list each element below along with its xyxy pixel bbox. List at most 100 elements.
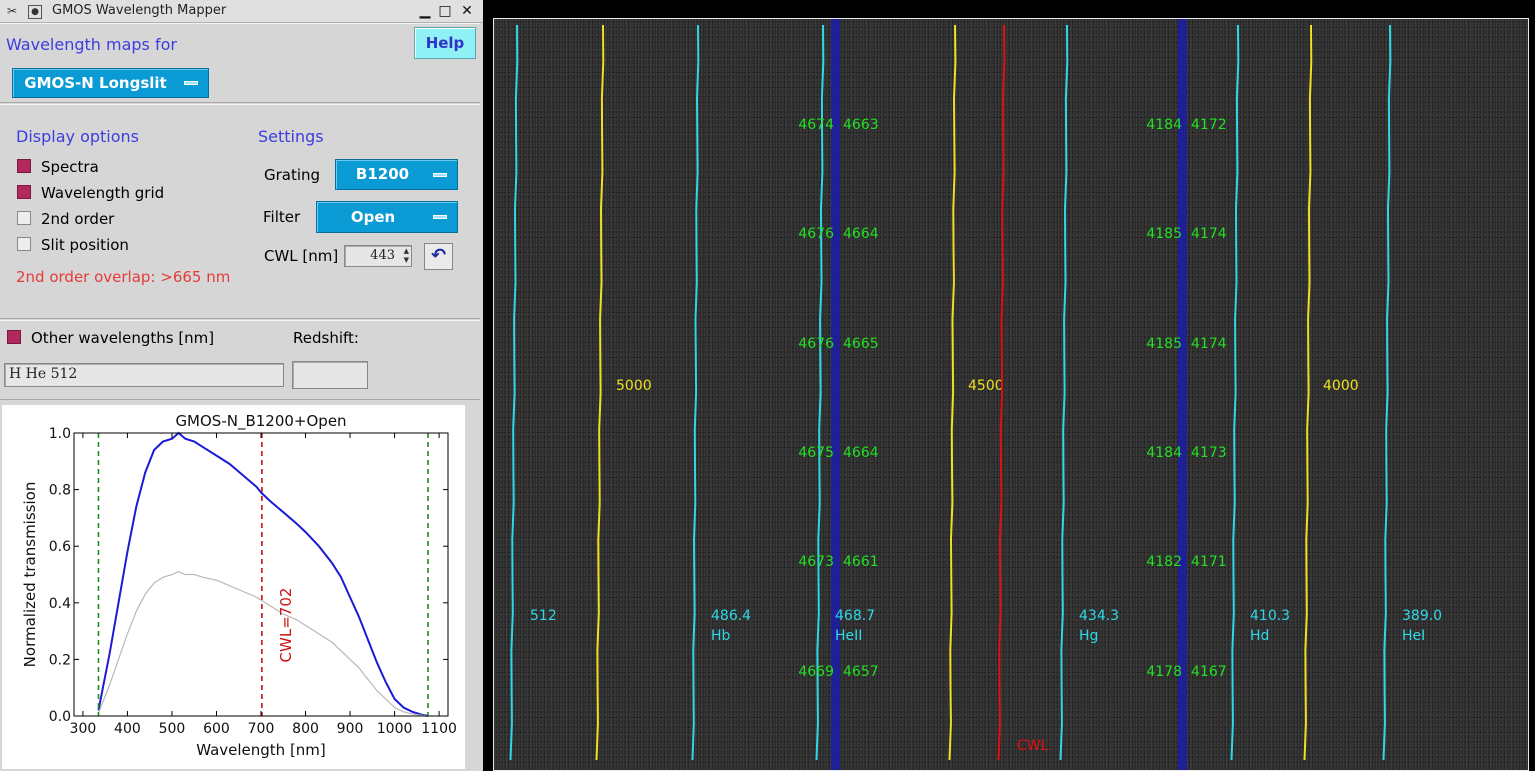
- chart-title: GMOS-N_B1200+Open: [175, 412, 346, 431]
- x-tick-label: 500: [159, 721, 186, 737]
- cwl-spinbox[interactable]: 443 ▲ ▼: [344, 245, 412, 267]
- line-name-label-4: HeII: [835, 628, 862, 644]
- wavelength-line-6: [997, 24, 1006, 761]
- line-name-label-3: Hb: [711, 628, 731, 644]
- grating-dropdown[interactable]: B1200: [335, 159, 458, 190]
- gap-label-chip23-right: 4173: [1191, 445, 1227, 461]
- y-tick-label: 0.2: [49, 652, 71, 668]
- minimize-icon[interactable]: ▁: [419, 3, 431, 19]
- redshift-input[interactable]: [292, 361, 368, 389]
- gap-label-chip23-left: 4184: [1146, 445, 1182, 461]
- mode-dropdown[interactable]: GMOS-N Longslit: [12, 68, 209, 98]
- app-icon[interactable]: ✂: [6, 4, 18, 18]
- settings-heading: Settings: [258, 127, 324, 146]
- options-section: Display options Spectra Wavelength grid …: [0, 104, 480, 319]
- slit-position-checkbox[interactable]: [17, 237, 31, 251]
- gap-label-chip12-left: 4676: [798, 226, 834, 242]
- wavelength-label-1: 512: [530, 608, 557, 624]
- y-tick-label: 0.0: [49, 709, 71, 725]
- spectra-label: Spectra: [41, 158, 99, 176]
- spectra-checkbox[interactable]: [17, 159, 31, 173]
- help-button[interactable]: Help: [414, 27, 476, 59]
- grating-value: B1200: [355, 165, 410, 183]
- maps-label: Wavelength maps for: [6, 35, 177, 54]
- y-tick-label: 0.8: [49, 483, 71, 499]
- wavelength-line-3: [691, 24, 700, 761]
- gap-label-chip23-right: 4174: [1191, 226, 1227, 242]
- x-axis-label: Wavelength [nm]: [196, 741, 326, 759]
- x-tick-label: 900: [337, 721, 364, 737]
- close-icon[interactable]: ✕: [461, 3, 473, 19]
- mode-dropdown-value: GMOS-N Longslit: [24, 74, 167, 92]
- x-tick-label: 700: [248, 721, 275, 737]
- display-options-heading: Display options: [16, 127, 139, 146]
- gap-label-chip23-left: 4185: [1146, 336, 1182, 352]
- overlap-warning: 2nd order overlap: >665 nm: [16, 268, 231, 286]
- filter-label: Filter: [263, 208, 301, 226]
- wavelength-label-6: CWL: [1017, 738, 1049, 754]
- dropdown-indicator-icon: [433, 172, 447, 177]
- transmission-chart: CWL=702 300 400 500 600 700 800 900 1000 1100 0.0 0…: [2, 405, 465, 769]
- wavelength-line-4: [815, 24, 825, 761]
- x-tick-label: 1000: [377, 721, 413, 737]
- gap-label-chip23-left: 4185: [1146, 226, 1182, 242]
- detector-gap-1: [831, 19, 840, 770]
- gap-label-chip12-right: 4664: [843, 445, 879, 461]
- gap-label-chip23-right: 4174: [1191, 336, 1227, 352]
- x-tick-label: 600: [203, 721, 230, 737]
- wavelength-grid-label: Wavelength grid: [41, 184, 165, 202]
- transmission-plot-panel: CWL=702 300 400 500 600 700 800 900 1000 1100 0.0 0…: [0, 402, 480, 771]
- filter-value: Open: [350, 208, 396, 226]
- title-bar: ✂ ● GMOS Wavelength Mapper ▁ □ ✕: [0, 0, 483, 23]
- wavelength-line-5: [948, 24, 957, 761]
- gap-label-chip23-left: 4178: [1146, 664, 1182, 680]
- y-tick-label: 0.4: [49, 596, 71, 612]
- gap-label-chip23-left: 4184: [1146, 117, 1182, 133]
- gap-label-chip12-right: 4657: [843, 664, 879, 680]
- gap-label-chip23-right: 4172: [1191, 117, 1227, 133]
- wavelength-label-4: 468.7: [835, 608, 875, 624]
- reset-cwl-button[interactable]: ↶: [424, 243, 453, 270]
- dropdown-indicator-icon: [433, 215, 447, 219]
- slit-position-label: Slit position: [41, 236, 129, 254]
- gap-label-chip12-left: 4676: [798, 336, 834, 352]
- gap-label-chip12-left: 4669: [798, 664, 834, 680]
- x-tick-label: 300: [70, 721, 97, 737]
- y-axis-label: Normalized transmission: [21, 482, 39, 668]
- wavelength-grid-checkbox[interactable]: [17, 185, 31, 199]
- x-tick-label: 1100: [421, 721, 457, 737]
- line-name-label-7: Hg: [1079, 628, 1098, 644]
- y-tick-label: 1.0: [49, 426, 71, 442]
- wavelength-map-canvas: 512 5000 486.4 Hb 468.7 HeII 4500 CWL 434.3 Hg 410…: [509, 19, 1442, 770]
- dropdown-indicator-icon: [184, 81, 198, 85]
- gap-label-chip23-right: 4171: [1191, 554, 1227, 570]
- line-name-label-10: HeI: [1402, 628, 1425, 644]
- other-wavelengths-input[interactable]: H He 512: [4, 363, 284, 387]
- maximize-icon[interactable]: □: [438, 3, 452, 19]
- filter-dropdown[interactable]: Open: [316, 201, 458, 233]
- wavelength-line-2: [595, 24, 605, 761]
- other-wavelengths-section: Other wavelengths [nm] Redshift: H He 51…: [0, 320, 480, 400]
- wavelength-label-9: 4000: [1323, 378, 1359, 394]
- cwl-label: CWL [nm]: [264, 247, 339, 265]
- series-line-2: [97, 571, 429, 717]
- 2nd-order-label: 2nd order: [41, 210, 115, 228]
- cwl-value: 443: [370, 248, 395, 263]
- spin-arrows-icon[interactable]: ▲ ▼: [403, 247, 409, 264]
- gap-label-chip23-right: 4167: [1191, 664, 1227, 680]
- 2nd-order-checkbox[interactable]: [17, 211, 31, 225]
- window-menu-icon[interactable]: ●: [28, 5, 42, 19]
- gap-label-chip23-left: 4182: [1146, 554, 1182, 570]
- x-tick-label: 400: [114, 721, 141, 737]
- redshift-label: Redshift:: [293, 329, 359, 347]
- grating-label: Grating: [264, 166, 321, 184]
- wavelength-label-5: 4500: [968, 378, 1004, 394]
- other-wavelengths-checkbox[interactable]: [7, 330, 21, 344]
- wavelength-line-10: [1382, 24, 1392, 761]
- gap-label-chip12-right: 4663: [843, 117, 879, 133]
- series-line-1: [97, 431, 429, 717]
- gap-label-chip12-left: 4675: [798, 445, 834, 461]
- mapper-window: ✂ ● GMOS Wavelength Mapper ▁ □ ✕ Wavelen…: [0, 0, 483, 771]
- wavelength-line-9: [1303, 24, 1313, 761]
- wavelength-line-1: [509, 24, 519, 761]
